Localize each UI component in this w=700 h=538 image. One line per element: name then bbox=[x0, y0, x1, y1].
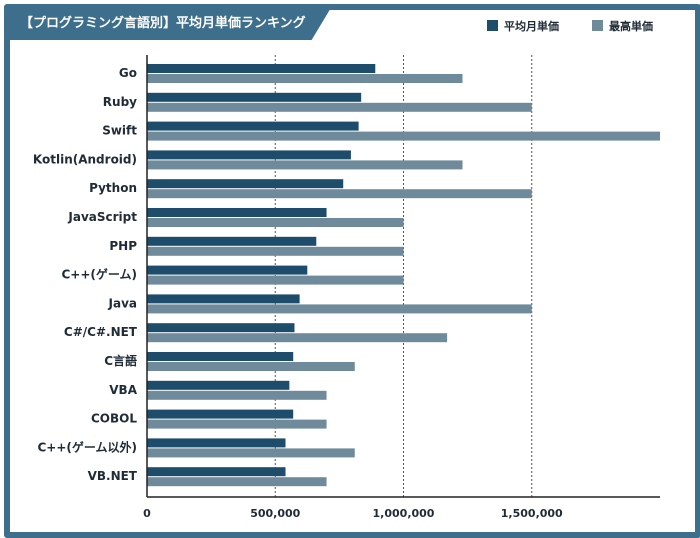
bar-max-0 bbox=[147, 74, 463, 83]
category-label-12: COBOL bbox=[91, 412, 137, 426]
bar-avg-0 bbox=[147, 64, 376, 73]
chart-title: 【プログラミング言語別】平均月単価ランキング bbox=[10, 10, 330, 40]
bar-max-14 bbox=[147, 477, 327, 487]
category-label-2: Swift bbox=[102, 124, 137, 138]
bar-avg-3 bbox=[147, 150, 351, 160]
bar-max-5 bbox=[147, 218, 404, 227]
bar-max-6 bbox=[147, 246, 404, 256]
bar-avg-14 bbox=[147, 467, 286, 477]
x-tick-label-0: 0 bbox=[143, 507, 151, 520]
bar-avg-7 bbox=[147, 265, 308, 275]
bar-max-12 bbox=[147, 419, 327, 429]
category-label-0: Go bbox=[119, 66, 137, 80]
bar-avg-6 bbox=[147, 236, 317, 246]
category-label-4: Python bbox=[89, 181, 137, 195]
legend-label-1: 最高単価 bbox=[609, 19, 653, 33]
category-label-7: C++(ゲーム) bbox=[61, 267, 137, 282]
category-label-1: Ruby bbox=[103, 95, 137, 109]
category-label-13: C++(ゲーム以外) bbox=[37, 439, 137, 454]
category-label-9: C#/C#.NET bbox=[64, 325, 138, 339]
category-label-14: VB.NET bbox=[88, 469, 138, 483]
bar-avg-10 bbox=[147, 352, 294, 361]
bar-max-13 bbox=[147, 448, 355, 458]
legend-label-0: 平均月単価 bbox=[504, 19, 559, 33]
bar-max-7 bbox=[147, 275, 404, 285]
bar-max-2 bbox=[147, 131, 660, 141]
bar-avg-5 bbox=[147, 208, 327, 217]
bar-max-10 bbox=[147, 362, 355, 371]
bar-max-8 bbox=[147, 304, 532, 314]
bar-max-1 bbox=[147, 102, 532, 112]
x-tick-label-3: 1,500,000 bbox=[501, 507, 563, 520]
category-label-6: PHP bbox=[109, 239, 137, 253]
legend-swatch-1 bbox=[592, 20, 603, 31]
category-label-11: VBA bbox=[109, 383, 137, 397]
bar-max-9 bbox=[147, 333, 448, 343]
bar-avg-12 bbox=[147, 409, 294, 419]
bar-avg-2 bbox=[147, 121, 359, 131]
bar-avg-1 bbox=[147, 92, 362, 102]
bar-max-11 bbox=[147, 390, 327, 400]
category-label-3: Kotlin(Android) bbox=[33, 152, 137, 166]
legend-swatch-0 bbox=[487, 20, 498, 31]
x-tick-label-2: 1,000,000 bbox=[373, 507, 435, 520]
category-label-5: JavaScript bbox=[67, 210, 137, 224]
bar-max-3 bbox=[147, 160, 463, 170]
bar-avg-4 bbox=[147, 179, 344, 189]
bar-avg-9 bbox=[147, 323, 295, 333]
bar-avg-8 bbox=[147, 294, 300, 304]
category-label-8: Java bbox=[108, 296, 137, 310]
bar-max-4 bbox=[147, 189, 532, 199]
x-tick-label-1: 500,000 bbox=[250, 507, 300, 520]
category-label-10: C言語 bbox=[104, 353, 137, 368]
bar-avg-11 bbox=[147, 380, 290, 390]
bar-avg-13 bbox=[147, 438, 286, 448]
